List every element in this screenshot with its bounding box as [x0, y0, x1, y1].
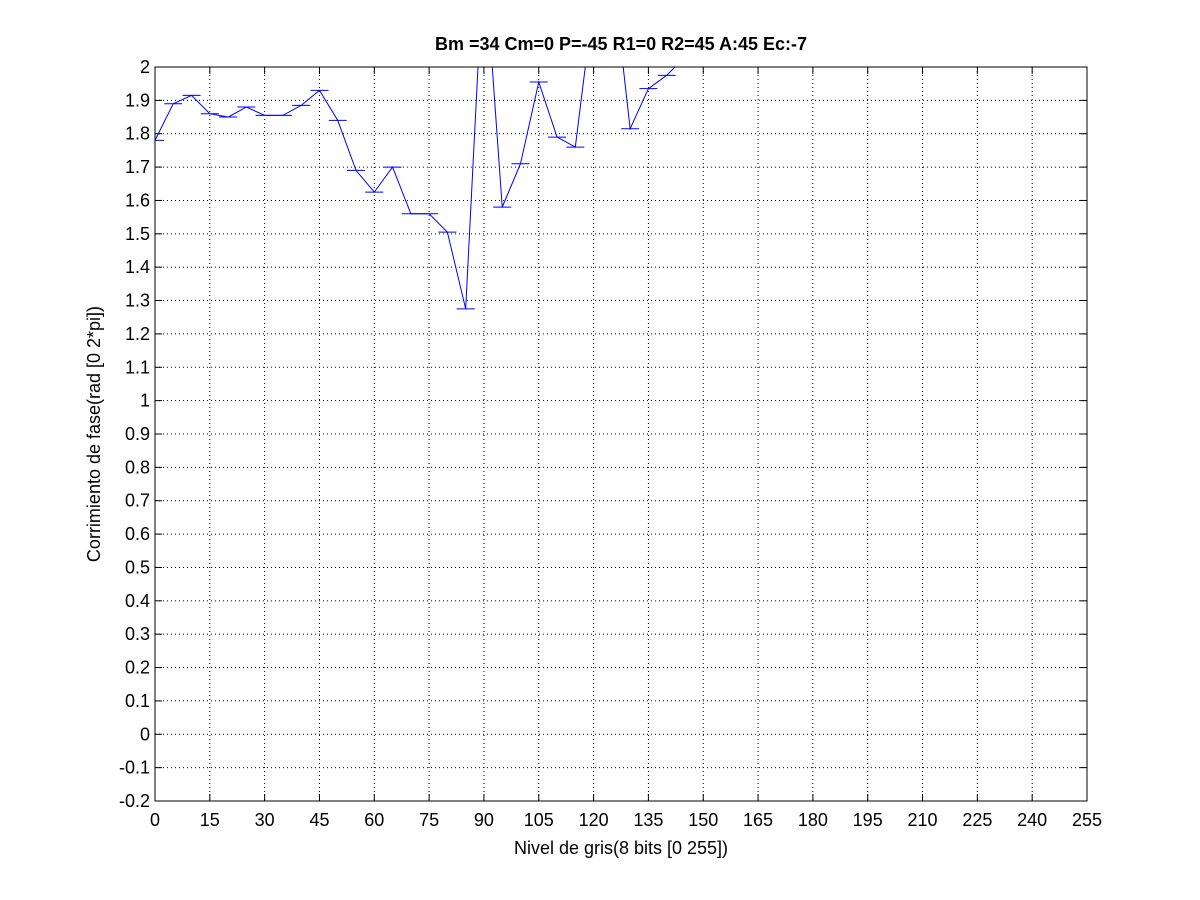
- x-tick-label: 195: [853, 810, 883, 830]
- y-tick-label: 1.8: [125, 124, 150, 144]
- y-tick-label: 1.7: [125, 157, 150, 177]
- x-tick-label: 75: [419, 810, 439, 830]
- x-tick-label: 135: [633, 810, 663, 830]
- x-axis-label: Nivel de gris(8 bits [0 255]): [514, 838, 728, 858]
- y-tick-label: 0.9: [125, 424, 150, 444]
- y-tick-label: 1.1: [125, 357, 150, 377]
- y-tick-label: 1.9: [125, 90, 150, 110]
- x-tick-label: 15: [200, 810, 220, 830]
- x-tick-label: 60: [364, 810, 384, 830]
- x-tick-label: 45: [309, 810, 329, 830]
- y-tick-label: -0.1: [119, 758, 150, 778]
- y-tick-label: 0.2: [125, 658, 150, 678]
- x-tick-label: 225: [962, 810, 992, 830]
- y-tick-label: 0: [140, 724, 150, 744]
- chart-title: Bm =34 Cm=0 P=-45 R1=0 R2=45 A:45 Ec:-7: [435, 34, 807, 54]
- y-tick-label: 0.6: [125, 524, 150, 544]
- x-tick-labels: 0 15 30 45 60 75 90 105 120 135 150 165 180 195 210 225…: [150, 810, 1102, 830]
- x-tick-label: 165: [743, 810, 773, 830]
- y-tick-label: 1.6: [125, 190, 150, 210]
- grid: [155, 67, 1087, 801]
- y-tick-label: 0.4: [125, 591, 150, 611]
- x-tick-label: 120: [579, 810, 609, 830]
- y-axis-label: Corrimiento de fase(rad [0 2*pi]): [84, 306, 104, 562]
- y-tick-label: 0.3: [125, 624, 150, 644]
- y-tick-label: 1.2: [125, 324, 150, 344]
- y-tick-label: 1: [140, 391, 150, 411]
- y-tick-labels: -0.2 -0.1 0 0.1 0.2 0.3 0.4 0.5 0.6 0.7 0.8 0.9 1 1.1…: [119, 57, 150, 811]
- x-tick-label: 210: [908, 810, 938, 830]
- x-tick-label: 105: [524, 810, 554, 830]
- y-tick-label: 1.3: [125, 291, 150, 311]
- x-tick-label: 0: [150, 810, 160, 830]
- y-tick-label: -0.2: [119, 791, 150, 811]
- y-tick-label: 1.4: [125, 257, 150, 277]
- x-tick-label: 90: [474, 810, 494, 830]
- x-tick-label: 240: [1017, 810, 1047, 830]
- series-layer: [155, 67, 676, 310]
- x-tick-label: 150: [688, 810, 718, 830]
- x-tick-label: 30: [255, 810, 275, 830]
- y-tick-label: 0.5: [125, 557, 150, 577]
- y-tick-label: 0.1: [125, 691, 150, 711]
- axes-box: [154, 66, 1088, 802]
- y-tick-label: 0.8: [125, 457, 150, 477]
- x-tick-label: 255: [1072, 810, 1102, 830]
- series-line: [155, 67, 676, 310]
- y-tick-label: 2: [140, 57, 150, 77]
- y-tick-label: 1.5: [125, 224, 150, 244]
- y-tick-label: 0.7: [125, 491, 150, 511]
- x-tick-label: 180: [798, 810, 828, 830]
